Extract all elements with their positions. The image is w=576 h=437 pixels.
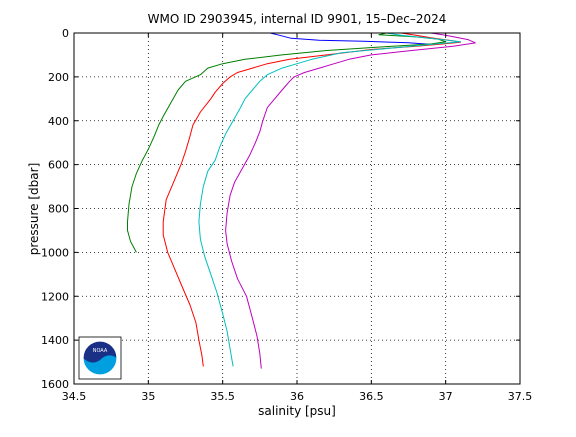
x-tick-label: 35: [141, 390, 155, 403]
noaa-logo-text: NOAA: [93, 348, 108, 354]
x-tick-label: 34.5: [62, 390, 87, 403]
x-axis-label: salinity [psu]: [258, 404, 336, 418]
profile-line-2: [127, 32, 447, 253]
y-tick-label: 800: [48, 203, 69, 216]
y-tick-label: 200: [48, 71, 69, 84]
y-tick-label: 1000: [41, 246, 69, 259]
profile-line-3: [162, 32, 461, 367]
profile-line-4: [198, 32, 461, 367]
y-tick-label: 0: [62, 27, 69, 40]
x-tick-label: 37: [439, 390, 453, 403]
profile-line-5: [225, 32, 476, 369]
y-axis-label: pressure [dbar]: [27, 163, 41, 256]
x-tick-label: 36: [290, 390, 304, 403]
x-tick-label: 36.5: [359, 390, 384, 403]
y-tick-label: 1400: [41, 334, 69, 347]
y-axis-ticks: 0 200 400 600 800 1000 1200 1400 1600: [41, 27, 520, 391]
chart-title: WMO ID 2903945, internal ID 9901, 15–Dec…: [148, 12, 447, 26]
y-tick-label: 1200: [41, 290, 69, 303]
noaa-logo: NOAA: [78, 336, 122, 380]
series-layer: [127, 32, 476, 369]
y-tick-label: 1600: [41, 378, 69, 391]
x-tick-label: 37.5: [508, 390, 533, 403]
x-tick-label: 35.5: [210, 390, 235, 403]
y-tick-label: 600: [48, 159, 69, 172]
profile-line-1: [270, 32, 431, 45]
x-axis-ticks: 34.5 35 35.5 36 36.5 37 37.5: [62, 33, 533, 403]
y-tick-label: 400: [48, 115, 69, 128]
